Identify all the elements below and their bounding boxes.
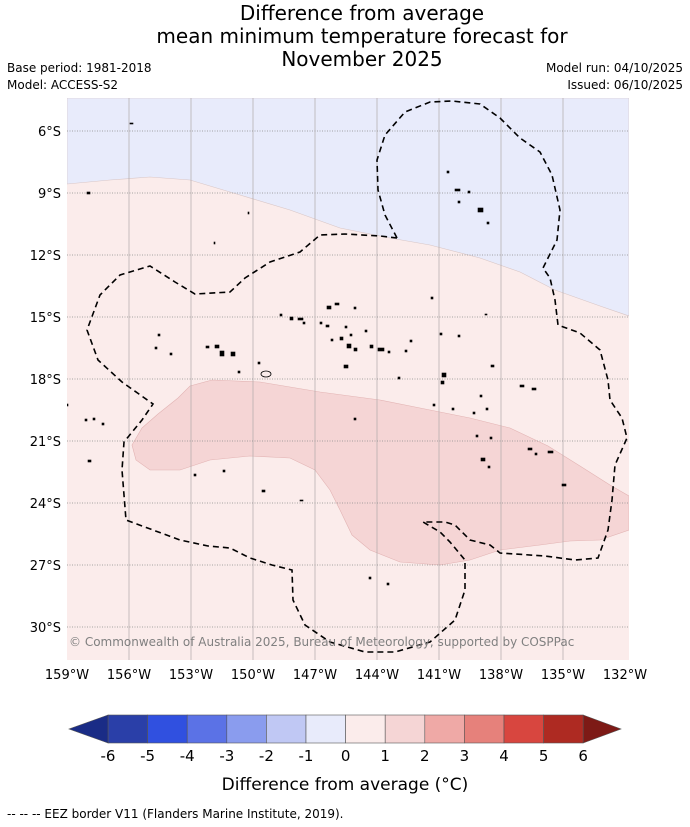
copyright-notice: © Commonwealth of Australia 2025, Bureau… (69, 635, 574, 649)
colorbar-tick: -2 (259, 747, 274, 765)
colorbar-tick: -4 (180, 747, 195, 765)
title-line-3: November 2025 (281, 47, 443, 71)
colorbar-tick: 5 (539, 747, 549, 765)
eez-border-central (86, 233, 466, 653)
colorbar-tick: -6 (101, 747, 116, 765)
map-title: Difference from average mean minimum tem… (0, 2, 690, 71)
colorbar-segment (543, 714, 584, 744)
colorbar-tick: -1 (299, 747, 314, 765)
lat-axis: 6°S 9°S 12°S 15°S 18°S 21°S 24°S 27°S 30… (30, 125, 61, 636)
base-period: Base period: 1981-2018 (7, 61, 152, 75)
lat-label: 30°S (30, 621, 61, 636)
lon-label: 156°W (107, 668, 151, 683)
colorbar-tick: 4 (499, 747, 509, 765)
lat-label: 12°S (30, 249, 61, 264)
eez-borders (86, 100, 628, 653)
lon-label: 150°W (231, 668, 275, 683)
colorbar-tick: 6 (578, 747, 588, 765)
title-line-1: Difference from average (239, 1, 485, 25)
issued-date: Issued: 06/10/2025 (567, 78, 683, 92)
colorbar-segment (345, 714, 386, 744)
colorbar-segment (464, 714, 505, 744)
title-line-2: mean minimum temperature forecast for (156, 24, 568, 48)
colorbar-segment (424, 714, 465, 744)
colorbar-segment (305, 714, 346, 744)
colorbar-ticks: -6 -5 -4 -3 -2 -1 0 1 2 3 4 5 6 (101, 747, 588, 765)
eez-legend-note: -- -- -- EEZ border V11 (Flanders Marine… (7, 807, 344, 821)
colorbar-segment (226, 714, 267, 744)
colorbar-segment (384, 714, 426, 744)
colorbar-tick: 0 (341, 747, 351, 765)
lat-label: 21°S (30, 435, 61, 450)
colorbar-tick: 1 (380, 747, 390, 765)
eez-border-north (376, 100, 628, 561)
islands (67, 122, 567, 586)
colorbar-extend-high (582, 714, 622, 744)
lon-label: 153°W (169, 668, 213, 683)
map-plot-area: © Commonwealth of Australia 2025, Bureau… (67, 98, 629, 660)
colorbar-segment (107, 714, 148, 744)
lon-label: 159°W (45, 668, 89, 683)
lon-label: 138°W (479, 668, 523, 683)
colorbar-segment (147, 714, 188, 744)
model-run: Model run: 04/10/2025 (545, 61, 683, 75)
lat-label: 15°S (30, 311, 61, 326)
lon-label: 132°W (603, 668, 647, 683)
lon-label: 135°W (541, 668, 585, 683)
lat-label: 9°S (38, 187, 61, 202)
colorbar-segment (503, 714, 544, 744)
lon-label: 144°W (355, 668, 399, 683)
model-name: Model: ACCESS-S2 (7, 78, 119, 92)
colorbar (68, 714, 622, 744)
lat-label: 6°S (38, 125, 61, 140)
lon-label: 141°W (417, 668, 461, 683)
lat-label: 27°S (30, 559, 61, 574)
meta-right: Model run: 04/10/2025 Issued: 06/10/2025 (546, 60, 683, 94)
colorbar-tick: 3 (460, 747, 470, 765)
colorbar-label: Difference from average (°C) (222, 775, 469, 795)
colorbar-segment (186, 714, 228, 744)
colorbar-tick: -3 (219, 747, 234, 765)
colorbar-segment (266, 714, 307, 744)
meta-left: Base period: 1981-2018 Model: ACCESS-S2 (7, 60, 152, 94)
island-atoll (260, 370, 272, 378)
lat-label: 24°S (30, 497, 61, 512)
lon-axis: 159°W 156°W 153°W 150°W 147°W 144°W 141°… (45, 668, 647, 683)
lon-label: 147°W (293, 668, 337, 683)
lat-label: 18°S (30, 373, 61, 388)
colorbar-tick: 2 (420, 747, 430, 765)
lat-gridlines (67, 130, 629, 628)
anomaly-1-to-2-region (131, 379, 629, 566)
colorbar-tick: -5 (140, 747, 155, 765)
anomaly-neg1-to-0-region (67, 98, 629, 317)
colorbar-extend-low (68, 714, 109, 744)
